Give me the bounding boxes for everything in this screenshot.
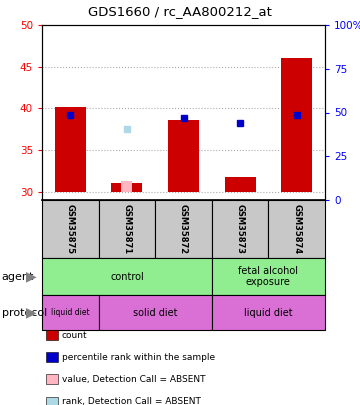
Bar — [212, 200, 269, 258]
Text: percentile rank within the sample: percentile rank within the sample — [62, 353, 215, 362]
Text: solid diet: solid diet — [133, 307, 177, 318]
Text: GSM35873: GSM35873 — [235, 204, 244, 254]
Bar — [42, 295, 99, 330]
Bar — [121, 181, 132, 192]
Text: fetal alcohol
exposure: fetal alcohol exposure — [238, 266, 298, 287]
Text: GDS1660 / rc_AA800212_at: GDS1660 / rc_AA800212_at — [88, 5, 272, 18]
Bar — [225, 177, 256, 192]
Text: liquid diet: liquid diet — [244, 307, 293, 318]
Text: count: count — [62, 330, 87, 339]
Text: GSM35872: GSM35872 — [179, 204, 188, 254]
Bar — [55, 107, 86, 192]
Text: ▶: ▶ — [26, 305, 36, 320]
Text: GSM35871: GSM35871 — [122, 204, 131, 254]
Bar — [281, 58, 312, 192]
Text: GSM35875: GSM35875 — [66, 204, 75, 254]
Text: control: control — [110, 271, 144, 281]
Text: protocol: protocol — [2, 307, 47, 318]
Bar — [155, 200, 212, 258]
Text: rank, Detection Call = ABSENT: rank, Detection Call = ABSENT — [62, 397, 201, 405]
Bar — [212, 295, 325, 330]
Bar — [269, 200, 325, 258]
Bar — [212, 258, 325, 295]
Text: ▶: ▶ — [26, 269, 36, 283]
Bar — [42, 258, 212, 295]
Text: liquid diet: liquid diet — [51, 308, 90, 317]
Text: GSM35874: GSM35874 — [292, 204, 301, 254]
Bar — [111, 183, 143, 192]
Bar — [168, 120, 199, 192]
Bar — [42, 200, 99, 258]
Bar — [99, 200, 155, 258]
Text: agent: agent — [2, 271, 34, 281]
Text: value, Detection Call = ABSENT: value, Detection Call = ABSENT — [62, 375, 205, 384]
Bar — [99, 295, 212, 330]
